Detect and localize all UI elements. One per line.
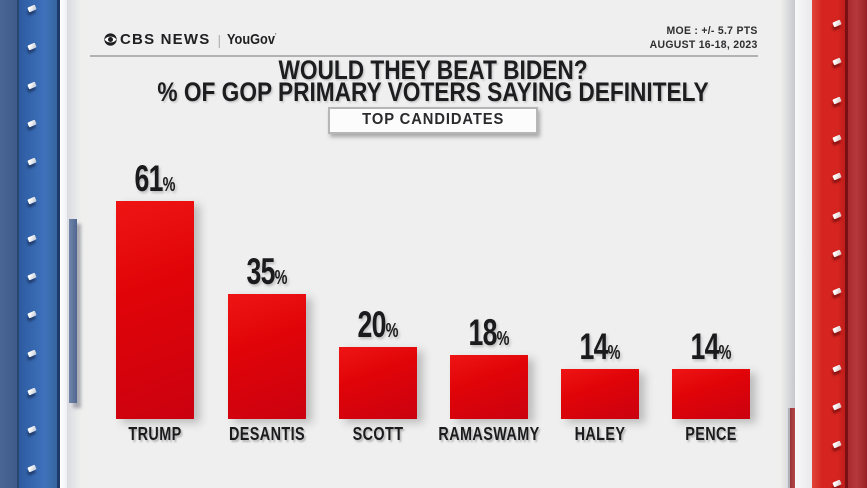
brand-logo: CBS NEWS | YouGov’ bbox=[104, 31, 285, 48]
bar-haley bbox=[561, 369, 639, 419]
right-frame-gap-shadow bbox=[777, 0, 795, 488]
bar-label-ramaswamy: RAMASWAMY bbox=[438, 424, 540, 444]
bar-label-desantis: DESANTIS bbox=[228, 424, 305, 444]
bar-label-trump: TRUMP bbox=[128, 424, 182, 444]
bar-desantis bbox=[228, 294, 306, 419]
bar-value-number: 18 bbox=[468, 312, 497, 353]
left-frame-edge-line bbox=[57, 0, 60, 488]
bar-label-haley: HALEY bbox=[574, 424, 626, 444]
bar-value-pence: 14% bbox=[661, 328, 762, 365]
bar-value-haley: 14% bbox=[550, 328, 651, 365]
left-frame-outer-strip bbox=[0, 0, 17, 488]
bar-value-number: 35 bbox=[246, 251, 275, 292]
percent-sign: % bbox=[718, 342, 732, 364]
left-frame-groove bbox=[17, 0, 19, 488]
header-divider bbox=[90, 55, 758, 57]
brand-separator: | bbox=[217, 31, 222, 48]
trademark-mark: ’ bbox=[275, 33, 277, 40]
bar-ramaswamy bbox=[450, 355, 528, 419]
percent-sign: % bbox=[385, 320, 399, 342]
bar-scott bbox=[339, 347, 417, 419]
bar-value-desantis: 35% bbox=[217, 253, 318, 290]
bar-value-number: 14 bbox=[690, 326, 719, 367]
left-accent-strip bbox=[69, 219, 77, 403]
percent-sign: % bbox=[607, 342, 621, 364]
moe-line2: AUGUST 16-18, 2023 bbox=[650, 39, 758, 51]
cbs-eye-icon bbox=[104, 33, 117, 46]
brand-network: CBS NEWS bbox=[120, 31, 211, 48]
moe-line1: MOE : +/- 5.7 PTS bbox=[666, 25, 758, 37]
bar-label-pence: PENCE bbox=[685, 424, 737, 444]
chart-title: WOULD THEY BEAT BIDEN? % OF GOP PRIMARY … bbox=[88, 55, 778, 107]
bar-value-ramaswamy: 18% bbox=[439, 314, 540, 351]
bar-trump bbox=[116, 201, 194, 419]
right-frame-highlight bbox=[795, 0, 812, 488]
bar-pence bbox=[672, 369, 750, 419]
right-frame-groove bbox=[845, 0, 848, 488]
left-frame-highlight bbox=[60, 0, 67, 488]
right-frame-outer-strip bbox=[848, 0, 867, 488]
badge-row: TOP CANDIDATES bbox=[88, 107, 778, 134]
bar-value-scott: 20% bbox=[328, 306, 429, 343]
bar-label-scott: SCOTT bbox=[352, 424, 404, 444]
left-frame-blue-pillar bbox=[19, 0, 57, 488]
brand-partner: YouGov’ bbox=[227, 31, 277, 48]
bar-value-trump: 61% bbox=[105, 160, 206, 197]
right-accent-sliver bbox=[788, 408, 795, 488]
bar-value-number: 20 bbox=[357, 304, 386, 345]
percent-sign: % bbox=[274, 267, 288, 289]
bar-value-number: 14 bbox=[579, 326, 608, 367]
top-candidates-badge-label: TOP CANDIDATES bbox=[361, 111, 505, 128]
top-candidates-badge: TOP CANDIDATES bbox=[327, 107, 539, 134]
chart-title-line1: WOULD THEY BEAT BIDEN? bbox=[278, 55, 588, 85]
percent-sign: % bbox=[496, 328, 510, 350]
chart-title-line2: % OF GOP PRIMARY VOTERS SAYING DEFINITEL… bbox=[157, 77, 709, 107]
percent-sign: % bbox=[162, 174, 176, 196]
bar-value-number: 61 bbox=[134, 158, 163, 199]
moe-note: MOE : +/- 5.7 PTS AUGUST 16-18, 2023 bbox=[650, 24, 758, 52]
